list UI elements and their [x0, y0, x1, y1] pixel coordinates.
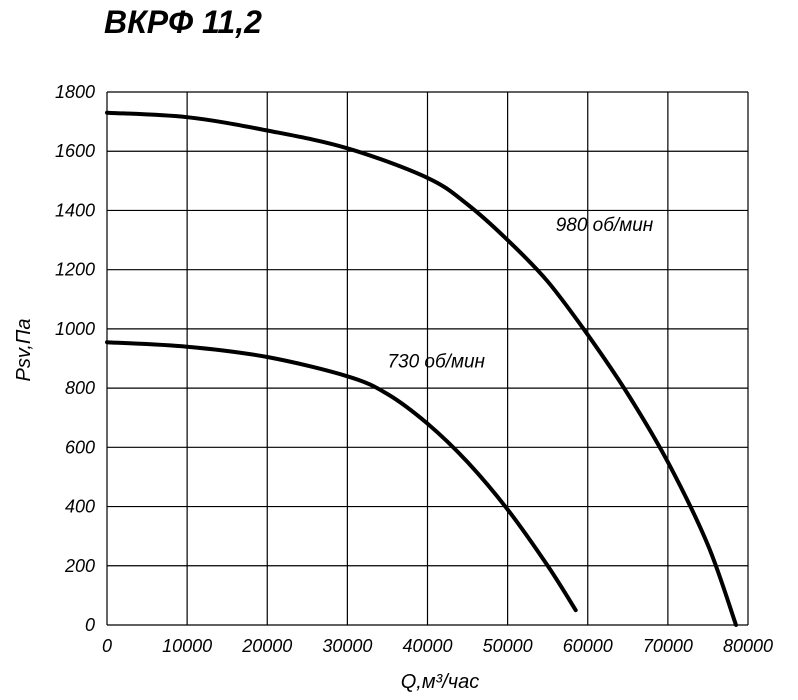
curve-980: [105, 110, 738, 627]
x-axis-label: Q,м³/час: [401, 671, 480, 693]
grid: [106, 91, 749, 626]
y-axis-label: Psv,Па: [13, 318, 35, 381]
y-axis-ticks: 0 200 400 600 800 1000 1200 1400 1600 1800: [55, 82, 95, 635]
x-tick-label: 50000: [483, 636, 533, 656]
x-axis-ticks: 0 10000 20000 30000 40000 50000 60000 70000 8000…: [102, 636, 773, 656]
x-tick-label: 40000: [402, 636, 452, 656]
y-tick-label: 1200: [55, 260, 95, 280]
curve-730: [105, 340, 578, 613]
y-tick-label: 1000: [55, 319, 95, 339]
x-tick-label: 80000: [723, 636, 773, 656]
x-tick-label: 20000: [241, 636, 292, 656]
x-tick-label: 60000: [563, 636, 613, 656]
x-tick-label: 0: [102, 636, 112, 656]
y-tick-label: 200: [64, 556, 95, 576]
chart-title: ВКРФ 11,2: [104, 4, 262, 40]
curve-label-730: 730 об/мин: [387, 351, 485, 372]
curve-labels: 980 об/мин 730 об/мин: [387, 215, 653, 372]
y-tick-label: 400: [65, 497, 95, 517]
y-tick-label: 1800: [55, 82, 95, 102]
curve-label-980: 980 об/мин: [556, 215, 654, 236]
y-tick-label: 0: [85, 615, 95, 635]
x-tick-label: 70000: [643, 636, 693, 656]
curves: [105, 110, 738, 627]
x-tick-label: 10000: [162, 636, 212, 656]
y-tick-label: 600: [65, 437, 95, 457]
y-tick-label: 1400: [55, 200, 95, 220]
x-tick-label: 30000: [322, 636, 372, 656]
y-tick-label: 1600: [55, 141, 95, 161]
y-tick-label: 800: [65, 378, 95, 398]
